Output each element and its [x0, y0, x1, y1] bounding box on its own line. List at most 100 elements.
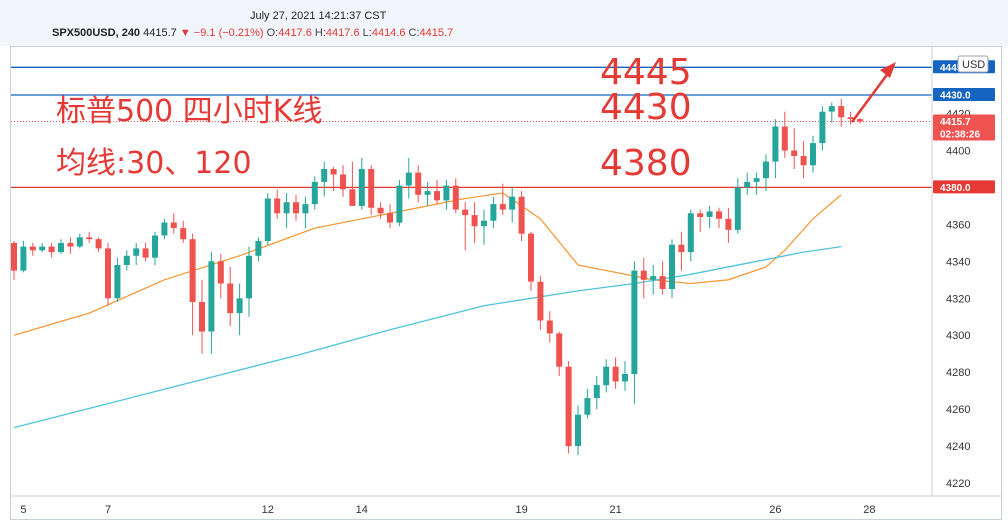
candle-body — [744, 181, 751, 188]
open-value: 4417.6 — [278, 27, 312, 39]
candle-58 — [556, 331, 563, 376]
level-4430-annotation: 4430 — [600, 87, 692, 128]
time-tick-label: 26 — [769, 504, 781, 516]
candle-39 — [377, 202, 384, 219]
candle-54 — [518, 191, 525, 241]
candle-body — [123, 255, 130, 265]
level-4445-annotation: 4445 — [600, 52, 692, 93]
candle-72 — [687, 209, 694, 262]
candle-69 — [659, 261, 666, 295]
candle-71 — [678, 231, 685, 271]
candle-90 — [857, 118, 863, 124]
candle-body — [810, 143, 816, 166]
candle-body — [518, 196, 525, 234]
price-tag-value: 4445.0 — [940, 63, 971, 74]
candle-74 — [706, 205, 713, 229]
symbol-label[interactable]: SPX500USD, 240 — [52, 27, 141, 39]
candle-body — [105, 248, 111, 299]
candle-body — [800, 156, 807, 166]
candle-body — [697, 213, 704, 217]
candle-52 — [499, 183, 506, 216]
candle-83 — [791, 128, 798, 169]
candle-80 — [763, 154, 769, 192]
close-label: C: — [408, 27, 420, 39]
candle-body — [227, 283, 234, 314]
candle-body — [603, 366, 610, 386]
candle-86 — [819, 106, 826, 151]
candle-body — [133, 248, 140, 256]
candle-body — [481, 220, 487, 227]
candle-45 — [434, 180, 440, 205]
chart-header: July 27, 2021 14:21:37 CST SPX500USD, 24… — [0, 0, 1008, 46]
candle-28 — [274, 189, 281, 219]
currency-badge[interactable]: USD — [957, 55, 989, 73]
title-annotation: 标普500 四小时K线 — [56, 94, 322, 129]
candle-body — [48, 246, 55, 253]
candle-33 — [321, 161, 328, 197]
candle-35 — [340, 165, 346, 197]
candle-42 — [405, 157, 412, 199]
ma120-line — [13, 245, 842, 429]
candle-60 — [575, 405, 581, 456]
candle-4 — [48, 242, 55, 258]
currency-badge-label: USD — [962, 59, 985, 71]
candle-body — [152, 235, 158, 258]
candle-66 — [631, 261, 638, 404]
candle-65 — [622, 361, 628, 391]
datetime-label: July 27, 2021 14:21:37 CST — [250, 10, 387, 22]
candle-23 — [227, 266, 234, 326]
candle-body — [706, 211, 713, 217]
candle-body — [208, 261, 215, 332]
candle-14 — [142, 242, 149, 262]
ma-annotation: 均线:30、120 — [56, 146, 252, 181]
candle-body — [236, 298, 243, 314]
candle-body — [396, 185, 403, 223]
candle-85 — [810, 135, 816, 173]
candle-body — [86, 237, 93, 240]
candle-87 — [828, 102, 835, 123]
candle-8 — [86, 231, 93, 243]
price-tick-label: 4300 — [946, 330, 970, 342]
chart-pane[interactable] — [10, 46, 1002, 520]
candle-body — [490, 204, 497, 221]
candle-0 — [11, 241, 17, 280]
candle-41 — [396, 180, 403, 227]
candle-body — [509, 196, 516, 210]
price-tick-label: 4340 — [946, 256, 970, 268]
candle-body — [255, 241, 262, 256]
currency-badge-box — [957, 55, 989, 73]
candle-body — [311, 181, 318, 205]
price-tick-label: 4220 — [946, 478, 970, 490]
candle-64 — [612, 357, 619, 389]
candle-body — [58, 242, 64, 253]
candle-body — [556, 333, 563, 367]
candle-body — [452, 185, 459, 210]
candle-61 — [584, 388, 591, 419]
candle-5 — [58, 239, 64, 254]
candle-81 — [772, 119, 779, 179]
candle-body — [114, 265, 121, 299]
candle-37 — [358, 157, 365, 210]
candle-body — [189, 239, 196, 302]
candle-77 — [734, 178, 741, 234]
candle-body — [293, 202, 299, 214]
price-tag-value: 4415.7 — [940, 117, 971, 128]
candle-body — [199, 302, 205, 332]
candle-49 — [471, 202, 478, 243]
candle-body — [368, 169, 375, 208]
price-tick-label: 4360 — [946, 219, 970, 231]
candle-body — [650, 276, 657, 280]
candle-body — [819, 111, 826, 144]
candle-body — [11, 242, 17, 271]
candle-body — [857, 119, 863, 122]
candle-body — [283, 202, 290, 214]
candle-24 — [236, 283, 243, 336]
time-tick-label: 12 — [262, 504, 274, 516]
candle-body — [772, 126, 779, 162]
candle-75 — [716, 207, 722, 229]
candle-70 — [669, 239, 675, 299]
time-tick-label: 5 — [20, 504, 26, 516]
price-tag-value: 4380.0 — [940, 183, 971, 194]
candle-body — [95, 239, 102, 249]
